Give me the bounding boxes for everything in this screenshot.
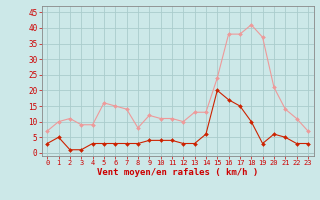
X-axis label: Vent moyen/en rafales ( km/h ): Vent moyen/en rafales ( km/h ) [97,168,258,177]
